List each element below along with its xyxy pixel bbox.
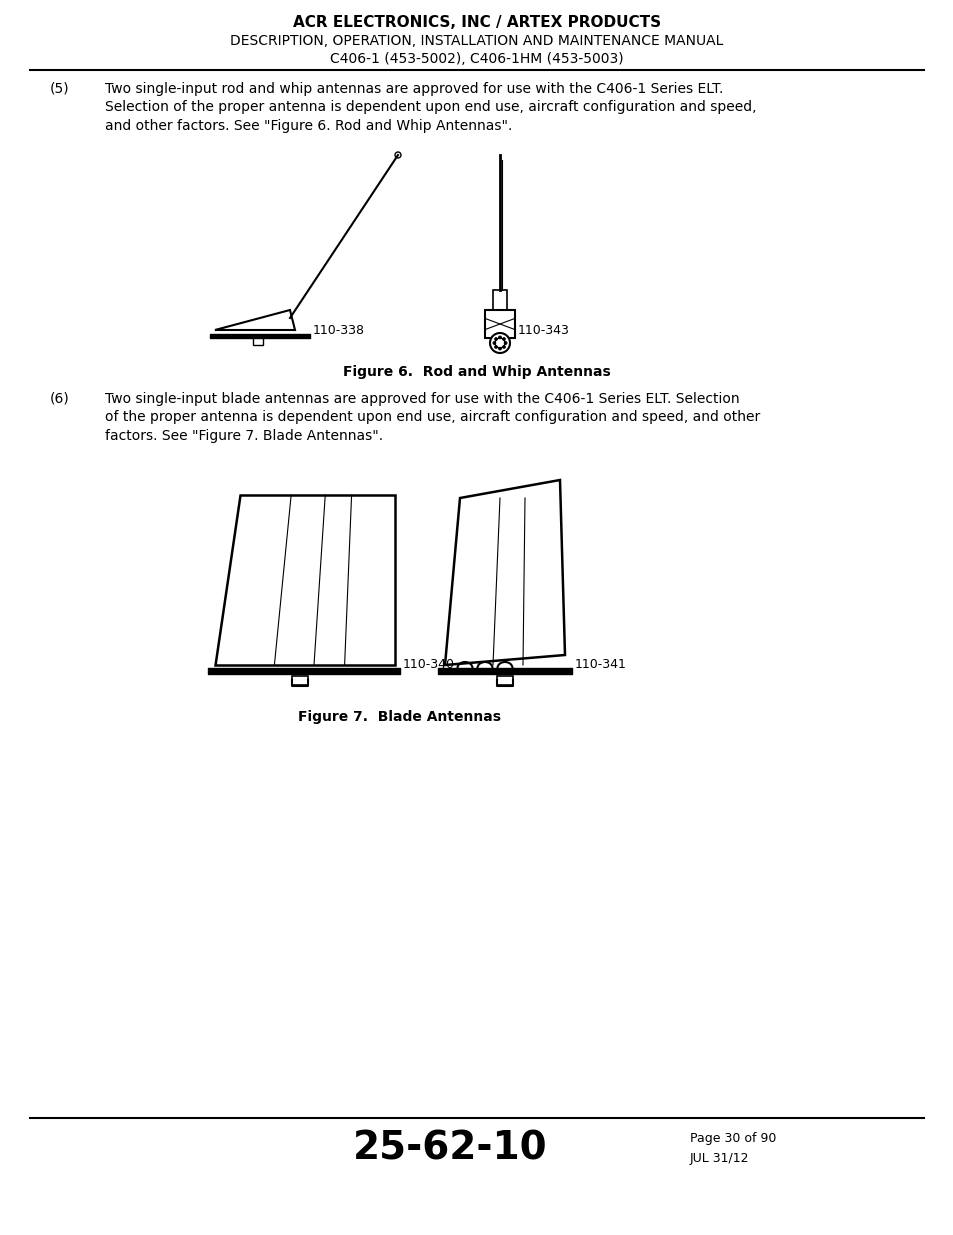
Bar [292, 676, 308, 685]
Text: (6): (6) [50, 391, 70, 406]
Circle shape [494, 346, 497, 348]
Circle shape [494, 337, 497, 341]
Text: Figure 7.  Blade Antennas: Figure 7. Blade Antennas [298, 710, 501, 724]
Text: Page 30 of 90: Page 30 of 90 [689, 1132, 776, 1145]
Text: 25-62-10: 25-62-10 [353, 1130, 547, 1168]
Polygon shape [214, 310, 294, 330]
Text: 110-340: 110-340 [402, 658, 455, 672]
Circle shape [498, 336, 501, 338]
Circle shape [502, 337, 505, 341]
Text: JUL 31/12: JUL 31/12 [689, 1152, 749, 1165]
Text: ACR ELECTRONICS, INC / ARTEX PRODUCTS: ACR ELECTRONICS, INC / ARTEX PRODUCTS [293, 15, 660, 30]
Text: 110-338: 110-338 [313, 324, 365, 336]
Text: (5): (5) [50, 82, 70, 96]
Text: 110-343: 110-343 [517, 324, 569, 336]
Circle shape [498, 347, 501, 350]
Polygon shape [214, 495, 395, 664]
Circle shape [493, 342, 496, 345]
Text: Figure 6.  Rod and Whip Antennas: Figure 6. Rod and Whip Antennas [343, 366, 610, 379]
Circle shape [495, 338, 504, 348]
Text: Two single-input blade antennas are approved for use with the C406-1 Series ELT.: Two single-input blade antennas are appr… [105, 391, 760, 443]
Circle shape [490, 333, 510, 353]
Circle shape [395, 152, 400, 158]
Text: 110-341: 110-341 [575, 658, 626, 672]
Circle shape [502, 346, 505, 348]
Circle shape [503, 342, 507, 345]
Bar [253, 338, 263, 345]
Text: DESCRIPTION, OPERATION, INSTALLATION AND MAINTENANCE MANUAL: DESCRIPTION, OPERATION, INSTALLATION AND… [230, 35, 723, 48]
Bar [493, 290, 506, 310]
Bar [484, 310, 515, 338]
Text: Two single-input rod and whip antennas are approved for use with the C406-1 Seri: Two single-input rod and whip antennas a… [105, 82, 756, 133]
Bar [497, 676, 513, 685]
Text: C406-1 (453-5002), C406-1HM (453-5003): C406-1 (453-5002), C406-1HM (453-5003) [330, 52, 623, 65]
Polygon shape [444, 480, 564, 664]
